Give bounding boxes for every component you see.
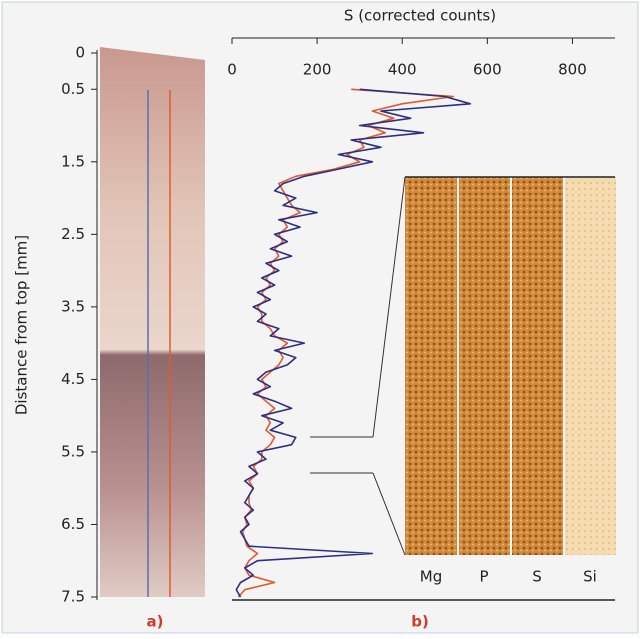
panel-label: a) bbox=[147, 613, 164, 631]
map-label: Si bbox=[583, 568, 597, 586]
y-tick-label: 6.5 bbox=[61, 515, 85, 533]
x-tick-label: 800 bbox=[558, 61, 587, 79]
y-tick-label: 3.5 bbox=[61, 297, 85, 315]
map-label: S bbox=[532, 568, 542, 586]
y-tick-label: 5.5 bbox=[61, 442, 85, 460]
map-label: Mg bbox=[420, 568, 442, 586]
x-tick-label: 0 bbox=[227, 61, 237, 79]
y-tick-label: 0 bbox=[75, 44, 85, 62]
y-tick-label: 7.5 bbox=[61, 588, 85, 606]
series-line bbox=[235, 88, 472, 598]
chart-title: S (corrected counts) bbox=[344, 7, 496, 25]
series-line bbox=[237, 88, 455, 598]
x-tick-label: 200 bbox=[303, 61, 332, 79]
y-tick-label: 1.5 bbox=[61, 152, 85, 170]
core-photo bbox=[100, 47, 205, 597]
map-label: P bbox=[479, 568, 488, 586]
y-tick-label: 4.5 bbox=[61, 370, 85, 388]
y-tick-label: 2.5 bbox=[61, 225, 85, 243]
y-tick-label: 0.5 bbox=[61, 80, 85, 98]
x-tick-label: 600 bbox=[473, 61, 502, 79]
element-maps bbox=[310, 176, 616, 556]
x-tick-label: 400 bbox=[388, 61, 417, 79]
panel-label: b) bbox=[411, 613, 429, 631]
y-axis-label: Distance from top [mm] bbox=[13, 235, 31, 415]
